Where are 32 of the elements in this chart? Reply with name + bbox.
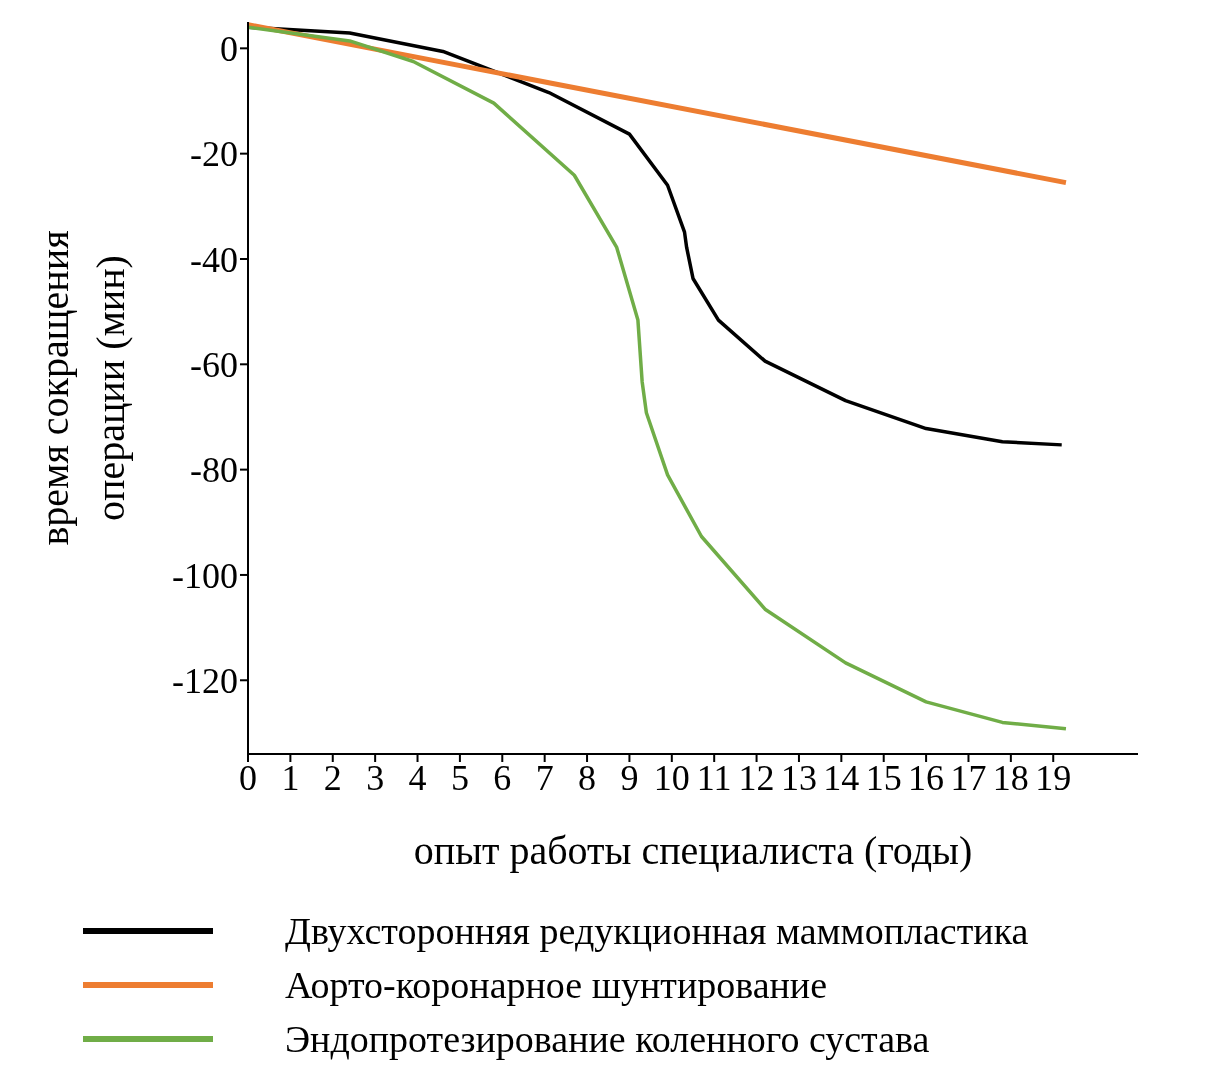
x-tick-label: 11 bbox=[696, 757, 732, 798]
y-tick-label: -120 bbox=[172, 661, 238, 702]
y-tick-label: -60 bbox=[190, 345, 238, 386]
x-tick-label: 19 bbox=[1035, 757, 1072, 798]
x-tick-label: 14 bbox=[823, 757, 860, 798]
y-tick-label: -20 bbox=[190, 134, 238, 175]
x-tick-label: 1 bbox=[281, 757, 300, 798]
x-tick-label: 13 bbox=[780, 757, 817, 798]
x-tick-label: 9 bbox=[620, 757, 639, 798]
y-axis-title: время сокращения операции (мин) bbox=[32, 230, 133, 546]
legend-label: Аорто-коронарное шунтирование bbox=[285, 963, 828, 1007]
legend-label: Двухсторонняя редукционная маммопластика bbox=[285, 909, 1029, 953]
x-tick-label: 12 bbox=[738, 757, 775, 798]
y-tick-label: 0 bbox=[220, 29, 238, 70]
x-tick-label: 18 bbox=[992, 757, 1029, 798]
x-tick-label: 16 bbox=[908, 757, 945, 798]
line-series bbox=[248, 25, 1068, 731]
x-tick-label: 5 bbox=[450, 757, 469, 798]
legend-label: Эндопротезирование коленного сустава bbox=[285, 1017, 930, 1061]
y-tick-label: -80 bbox=[190, 450, 238, 491]
x-tick-label: 3 bbox=[366, 757, 385, 798]
y-tick-label: -40 bbox=[190, 239, 238, 280]
x-tick-label: 8 bbox=[578, 757, 597, 798]
x-tick-label: 15 bbox=[865, 757, 902, 798]
x-tick-label: 10 bbox=[653, 757, 690, 798]
x-tick-label: 2 bbox=[323, 757, 342, 798]
x-tick-label: 17 bbox=[950, 757, 987, 798]
x-axis-title: опыт работы специалиста (годы) bbox=[413, 828, 973, 873]
y-tick-label: -100 bbox=[172, 555, 238, 596]
x-tick-label: 6 bbox=[493, 757, 512, 798]
x-tick-label: 4 bbox=[408, 757, 427, 798]
x-tick-label: 7 bbox=[535, 757, 554, 798]
